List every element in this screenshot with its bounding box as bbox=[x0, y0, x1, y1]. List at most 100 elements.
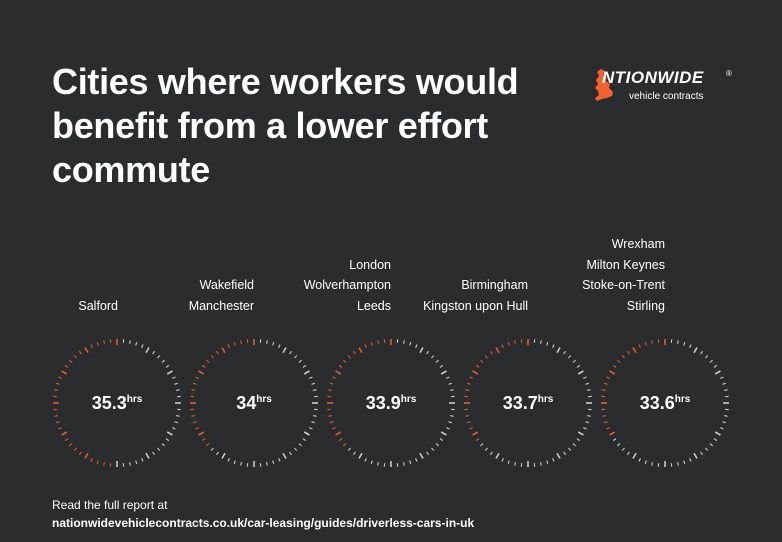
gauge-tick bbox=[621, 355, 625, 359]
gauge-tick bbox=[572, 443, 576, 447]
city-name: Kingston upon Hull bbox=[423, 298, 528, 313]
city-name: Leeds bbox=[356, 298, 391, 313]
brand-logo: NTIONWIDE ® vehicle contracts bbox=[588, 66, 738, 106]
gauge-tick bbox=[294, 447, 298, 451]
gauge-tick bbox=[465, 415, 469, 417]
gauge-tick bbox=[55, 382, 60, 385]
gauge-tick bbox=[705, 355, 709, 359]
gauge-tick bbox=[96, 460, 99, 465]
gauge-tick bbox=[215, 350, 219, 355]
commute-hours-value: 33.9hrs bbox=[324, 393, 458, 414]
gauge-tick bbox=[335, 370, 342, 375]
gauge-ticks bbox=[327, 339, 455, 467]
uk-map-icon bbox=[595, 69, 613, 101]
gauge-tick bbox=[343, 443, 347, 447]
gauge-tick bbox=[377, 340, 379, 344]
gauge-tick bbox=[69, 359, 73, 363]
city-name: London bbox=[349, 257, 391, 272]
gauge-tick bbox=[370, 341, 373, 346]
gauge-tick bbox=[556, 452, 561, 459]
gauge-tick bbox=[469, 376, 473, 379]
gauge-tick bbox=[195, 427, 199, 430]
gauge-tick bbox=[446, 376, 450, 379]
gauge-tick bbox=[157, 355, 161, 359]
gauge-tick bbox=[632, 452, 637, 459]
commute-hours-value: 35.3hrs bbox=[50, 393, 184, 414]
gauge-tick bbox=[152, 451, 156, 456]
gauge-tick bbox=[364, 344, 367, 348]
gauge-tick bbox=[415, 458, 418, 462]
gauge-tick bbox=[174, 382, 179, 385]
value-number: 33.9 bbox=[365, 393, 401, 413]
gauge-tick bbox=[335, 431, 342, 436]
gauge-tick bbox=[689, 344, 692, 348]
report-link[interactable]: nationwidevehiclecontracts.co.uk/car-lea… bbox=[52, 516, 475, 530]
gauge-tick bbox=[587, 415, 591, 417]
gauge-tick bbox=[90, 458, 93, 462]
gauge-tick bbox=[266, 462, 268, 466]
gauge-tick bbox=[84, 452, 89, 459]
gauge-tick bbox=[495, 347, 500, 354]
gauge-tick bbox=[612, 438, 617, 442]
gauge-tick bbox=[568, 447, 572, 451]
gauge-tick bbox=[329, 421, 334, 424]
gauge-tick bbox=[141, 458, 144, 462]
gauge-tick bbox=[210, 447, 214, 451]
gauge-tick bbox=[165, 438, 170, 442]
gauge-tick bbox=[472, 431, 479, 436]
value-unit: hrs bbox=[537, 394, 554, 405]
gauge-tick bbox=[135, 460, 138, 465]
gauge-tick bbox=[161, 443, 165, 447]
gauge-tick bbox=[233, 341, 236, 346]
gauge-tick bbox=[78, 350, 82, 355]
value-unit: hrs bbox=[126, 394, 143, 405]
gauge-tick bbox=[309, 376, 313, 379]
gauge-tick bbox=[227, 344, 230, 348]
gauge-tick bbox=[475, 364, 480, 368]
gauge-tick bbox=[577, 370, 584, 375]
gauge-tick bbox=[201, 364, 206, 368]
gauge-tick bbox=[73, 447, 77, 451]
gauge-tick bbox=[546, 460, 549, 465]
gauge-tick bbox=[192, 421, 197, 424]
gauge-tick bbox=[644, 460, 647, 465]
gauge-ticks bbox=[190, 339, 318, 467]
gauge-tick bbox=[364, 458, 367, 462]
gauge-tick bbox=[135, 341, 138, 346]
gauge-tick bbox=[96, 341, 99, 346]
gauge-tick bbox=[370, 460, 373, 465]
gauge-tick bbox=[166, 431, 173, 436]
gauge-tick bbox=[61, 370, 68, 375]
gauge-tick bbox=[683, 460, 686, 465]
gauge-tick bbox=[700, 451, 704, 456]
gauge-tick bbox=[103, 340, 105, 344]
gauge-tick bbox=[448, 421, 453, 424]
gauge-tick bbox=[501, 344, 504, 348]
gauge-tick bbox=[475, 438, 480, 442]
gauge-tick bbox=[240, 340, 242, 344]
gauge-tick bbox=[157, 447, 161, 451]
gauge-tick bbox=[709, 359, 713, 363]
gauge-tick bbox=[90, 344, 93, 348]
gauge-tick bbox=[172, 376, 176, 379]
gauge-tick bbox=[722, 382, 727, 385]
gauge-tick bbox=[632, 347, 637, 354]
city-label-group: Wakefield Manchester bbox=[114, 275, 254, 316]
value-unit: hrs bbox=[400, 394, 417, 405]
gauge-tick bbox=[191, 415, 195, 417]
gauge-tick bbox=[409, 460, 412, 465]
gauge-tick bbox=[426, 350, 430, 355]
gauge-tick bbox=[78, 451, 82, 456]
gauge-tick bbox=[347, 355, 351, 359]
gauge-tick bbox=[638, 458, 641, 462]
gauge-tick bbox=[141, 344, 144, 348]
gauge-tick bbox=[58, 376, 62, 379]
gauge-tick bbox=[302, 364, 307, 368]
gauge-tick bbox=[176, 389, 180, 391]
gauge-tick bbox=[215, 451, 219, 456]
gauge-tick bbox=[507, 460, 510, 465]
gauge-tick bbox=[638, 344, 641, 348]
gauge-tick bbox=[61, 431, 68, 436]
gauge-tick bbox=[465, 389, 469, 391]
gauge-tick bbox=[419, 452, 424, 459]
